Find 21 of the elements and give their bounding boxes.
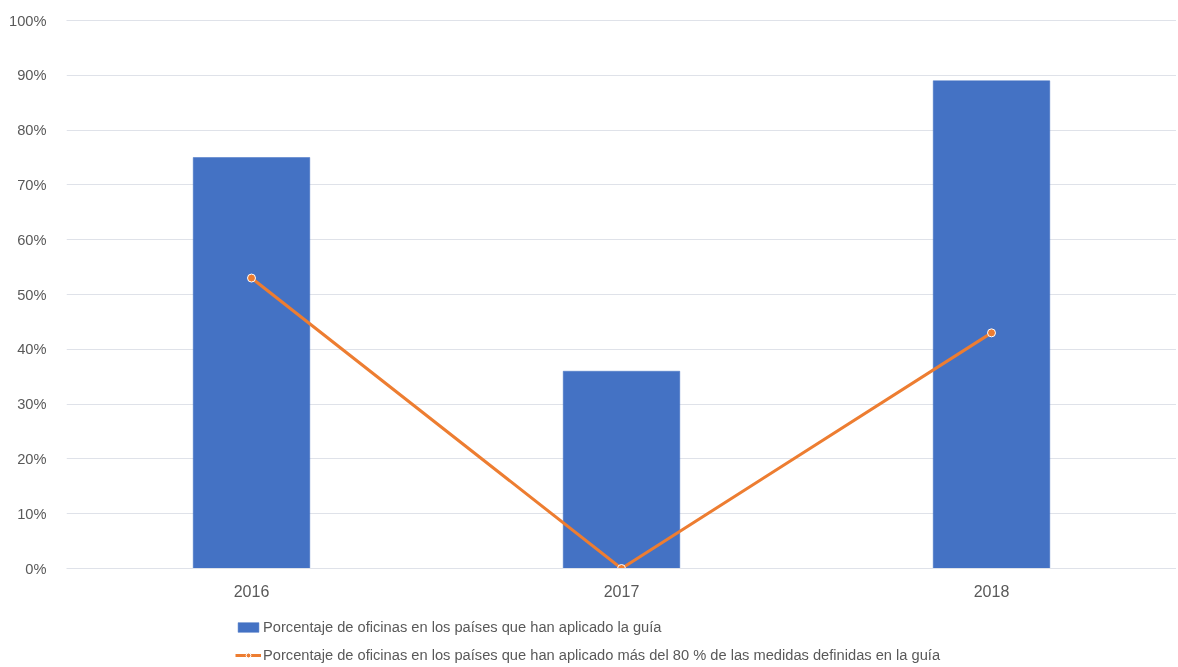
y-tick-label: 50% (17, 286, 47, 303)
y-tick-label: 100% (9, 12, 47, 29)
y-tick-label: 60% (17, 231, 47, 248)
bar (932, 80, 1051, 569)
y-tick-label: 30% (17, 396, 47, 413)
legend-label: Porcentaje de oficinas en los países que han aplicado más del 80 % de las medidas definidas en la guía (263, 647, 941, 663)
bar (192, 157, 311, 569)
x-tick-label: 2016 (233, 582, 270, 600)
x-tick-label: 2018 (973, 582, 1010, 600)
y-tick-label: 20% (17, 450, 47, 467)
y-tick-label: 0% (25, 560, 47, 577)
y-tick-label: 80% (17, 122, 47, 139)
legend-label: Porcentaje de oficinas en los países que han aplicado la guía (263, 619, 662, 635)
y-tick-label: 10% (17, 505, 47, 522)
point (987, 328, 996, 338)
y-tick-label: 40% (17, 341, 47, 358)
y-tick-label: 90% (17, 67, 47, 84)
x-tick-label: 2017 (603, 582, 640, 600)
point (247, 273, 256, 283)
bar (562, 370, 681, 569)
y-tick-label: 70% (17, 176, 47, 193)
